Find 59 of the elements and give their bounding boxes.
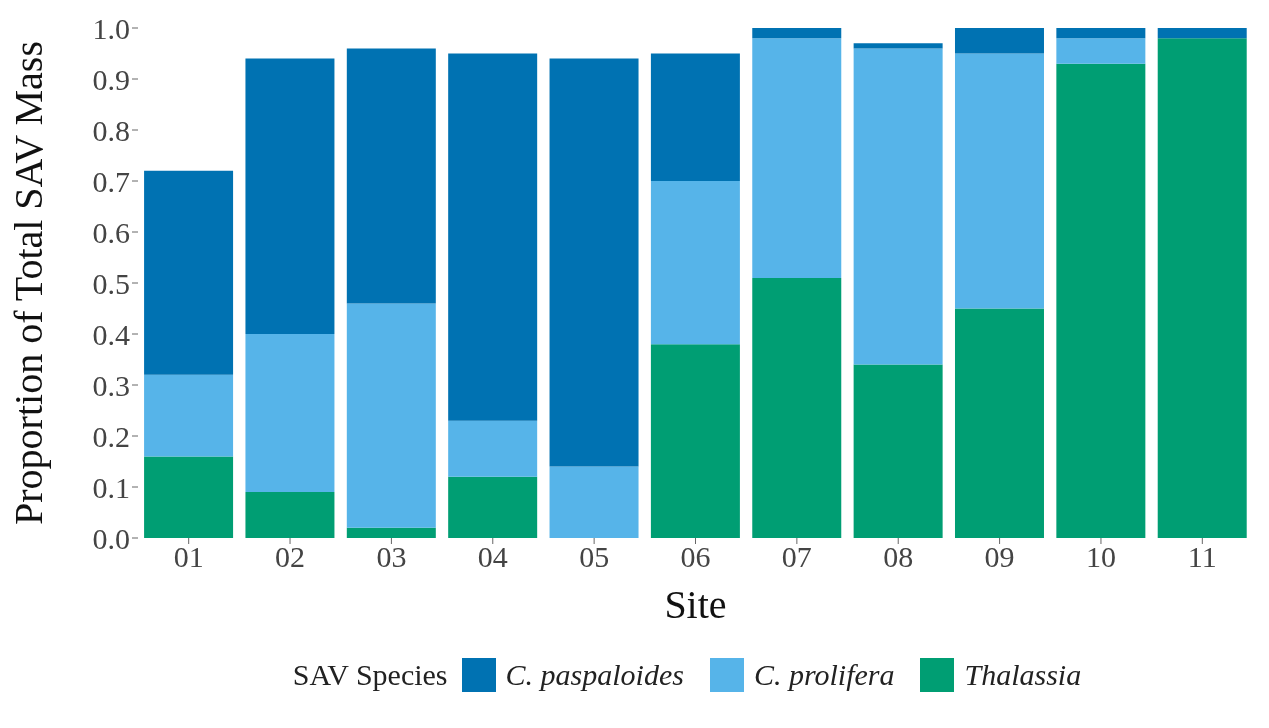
y-tick-label: 0.9 [92,62,130,96]
y-tick-label: 0.1 [92,470,130,504]
x-tick-label: 05 [579,540,610,574]
bar [245,334,335,493]
bar [549,58,639,467]
bar [346,527,436,538]
y-tick-label: 0.4 [92,317,130,351]
y-axis-title: Proportion of Total SAV Mass [6,41,52,525]
bar [1056,28,1146,39]
bar [448,476,538,538]
bar [853,48,943,365]
y-tick-label: 1.0 [92,11,130,45]
bar [245,58,335,334]
x-tick-label: 09 [984,540,1015,574]
bar [853,364,943,538]
bar [549,466,639,538]
x-tick-label: 11 [1187,540,1217,574]
y-tick-label: 0.7 [92,164,130,198]
bar [144,374,234,457]
x-tick-label: 08 [883,540,914,574]
bar [752,277,842,538]
bar [245,492,335,538]
bar [346,48,436,304]
x-tick-label: 02 [275,540,306,574]
x-axis-title: Site [664,582,727,627]
y-tick-label: 0.6 [92,215,130,249]
x-tick-label: 10 [1085,540,1116,574]
bar [853,43,943,49]
bar [144,170,234,375]
bar [650,344,740,538]
bar [1157,38,1247,538]
x-tick-label: 07 [781,540,812,574]
x-tick-label: 06 [680,540,711,574]
bar [346,303,436,528]
bar [1056,63,1146,538]
bar [954,308,1044,538]
y-tick-label: 0.3 [92,368,130,402]
bar [448,420,538,477]
x-tick-label: 03 [376,540,407,574]
legend-label: C. prolifera [753,658,895,692]
bar [144,456,234,538]
legend-label: Thalassia [964,658,1082,692]
bar [448,53,538,421]
bar [752,28,842,39]
bar [752,38,842,278]
legend-label: C. paspaloides [505,658,684,692]
bar [650,53,740,181]
x-tick-label: 04 [477,540,508,574]
bar [650,181,740,345]
bar [954,28,1044,54]
legend-title: SAV Species [292,658,448,692]
x-tick-label: 01 [173,540,204,574]
y-tick-label: 0.5 [92,266,130,300]
y-tick-label: 0.0 [92,521,130,555]
bar [1056,38,1146,64]
bar [1157,28,1247,39]
y-tick-label: 0.2 [92,419,130,453]
bar [954,53,1044,309]
y-tick-label: 0.8 [92,113,130,147]
